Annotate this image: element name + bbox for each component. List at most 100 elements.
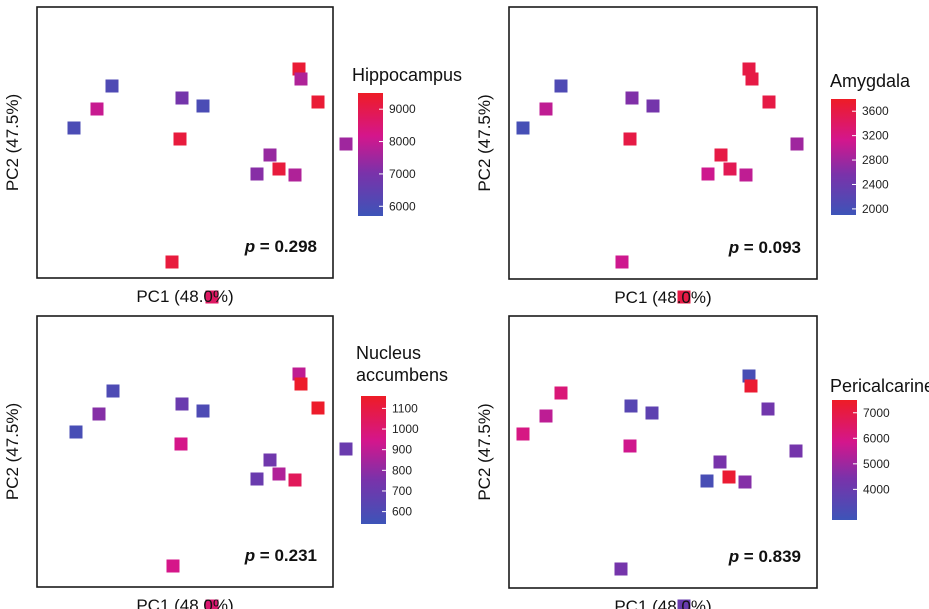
colorbar-tick-label: 8000: [389, 135, 416, 149]
data-point: [106, 384, 120, 398]
data-point: [554, 79, 568, 93]
colorbar-tick-label: 2400: [862, 177, 889, 191]
data-point: [516, 427, 530, 441]
data-point: [646, 99, 660, 113]
scatter-panel-2: PC1 (48.0%) PC2 (47.5%) p = 0.093 Amygdala 2…: [475, 6, 911, 307]
data-point: [272, 162, 286, 176]
data-point: [623, 132, 637, 146]
colorbar-tick-label: 4000: [863, 482, 890, 496]
colorbar: [831, 99, 856, 215]
colorbar-tick-label: 900: [392, 443, 412, 457]
y-axis-label: PC2 (47.5%): [475, 403, 494, 500]
x-axis-label: PC1 (48.0%): [614, 597, 711, 609]
data-point: [165, 255, 179, 269]
plot-frame: [508, 315, 818, 589]
scatter-panel-3: PC1 (48.0%) PC2 (47.5%) p = 0.231 Nucleusac…: [3, 315, 448, 609]
data-point: [761, 402, 775, 416]
data-point: [292, 367, 306, 381]
plot-frame: [36, 315, 334, 588]
colorbar-tick-label: 1000: [392, 422, 419, 436]
data-point: [196, 404, 210, 418]
data-point: [205, 290, 219, 304]
colorbar-tick-label: 7000: [863, 406, 890, 420]
p-value-label: p = 0.093: [728, 238, 801, 257]
colorbar-tick-label: 700: [392, 484, 412, 498]
colorbar-tick-label: 2800: [862, 153, 889, 167]
scatter-panel-1: PC1 (48.0%) PC2 (47.5%) p = 0.298 Hippocamp…: [3, 6, 462, 306]
data-point: [700, 474, 714, 488]
data-point: [789, 444, 803, 458]
data-point: [166, 559, 180, 573]
x-axis-label: PC1 (48.0%): [136, 287, 233, 306]
data-point: [615, 255, 629, 269]
y-axis-label: PC2 (47.5%): [475, 94, 494, 191]
data-point: [175, 91, 189, 105]
data-point: [311, 95, 325, 109]
data-point: [714, 148, 728, 162]
data-point: [701, 167, 715, 181]
data-point: [105, 79, 119, 93]
data-point: [539, 409, 553, 423]
colorbar-tick-label: 7000: [389, 167, 416, 181]
data-point: [625, 91, 639, 105]
p-value-label: p = 0.839: [728, 547, 801, 566]
data-point: [554, 386, 568, 400]
data-point: [92, 407, 106, 421]
data-point: [67, 121, 81, 135]
colorbar-tick-label: 9000: [389, 102, 416, 116]
data-point: [292, 62, 306, 76]
colorbar-tick-label: 3600: [862, 104, 889, 118]
colorbar-tick-label: 6000: [389, 199, 416, 213]
p-value-label: p = 0.298: [244, 237, 317, 256]
data-point: [723, 162, 737, 176]
data-point: [739, 168, 753, 182]
data-point: [250, 472, 264, 486]
data-point: [745, 72, 759, 86]
data-point: [738, 475, 752, 489]
data-point: [294, 377, 308, 391]
data-point: [288, 473, 302, 487]
y-axis-label: PC2 (47.5%): [3, 403, 22, 500]
data-point: [623, 439, 637, 453]
colorbar-tick-label: 3200: [862, 129, 889, 143]
data-point: [288, 168, 302, 182]
colorbar-title: Hippocampus: [352, 65, 462, 85]
data-point: [173, 132, 187, 146]
data-point: [90, 102, 104, 116]
colorbar-tick-label: 2000: [862, 202, 889, 216]
p-value-label: p = 0.231: [244, 546, 317, 565]
y-axis-label: PC2 (47.5%): [3, 94, 22, 191]
data-point: [205, 599, 219, 609]
data-point: [516, 121, 530, 135]
data-point: [263, 453, 277, 467]
data-point: [339, 442, 353, 456]
colorbar: [361, 396, 386, 524]
data-point: [742, 62, 756, 76]
data-point: [339, 137, 353, 151]
colorbar-tick-label: 6000: [863, 431, 890, 445]
data-point: [175, 397, 189, 411]
colorbar-title: accumbens: [356, 365, 448, 385]
colorbar-tick-label: 5000: [863, 457, 890, 471]
colorbar: [832, 400, 857, 520]
data-point: [645, 406, 659, 420]
scatter-panel-4: PC1 (48.0%) PC2 (47.5%) p = 0.839 Pericalca…: [475, 315, 929, 609]
colorbar-tick-label: 1100: [392, 401, 418, 415]
data-point: [744, 379, 758, 393]
data-point: [742, 369, 756, 383]
data-point: [624, 399, 638, 413]
data-point: [722, 470, 736, 484]
colorbar-tick-label: 800: [392, 463, 412, 477]
colorbar-title: Amygdala: [830, 71, 911, 91]
data-point: [677, 290, 691, 304]
colorbar-title: Nucleus: [356, 343, 421, 363]
data-point: [539, 102, 553, 116]
data-point: [69, 425, 83, 439]
x-axis-label: PC1 (48.0%): [136, 596, 233, 609]
data-point: [311, 401, 325, 415]
data-point: [713, 455, 727, 469]
colorbar-tick-label: 600: [392, 505, 412, 519]
data-point: [762, 95, 776, 109]
data-point: [263, 148, 277, 162]
